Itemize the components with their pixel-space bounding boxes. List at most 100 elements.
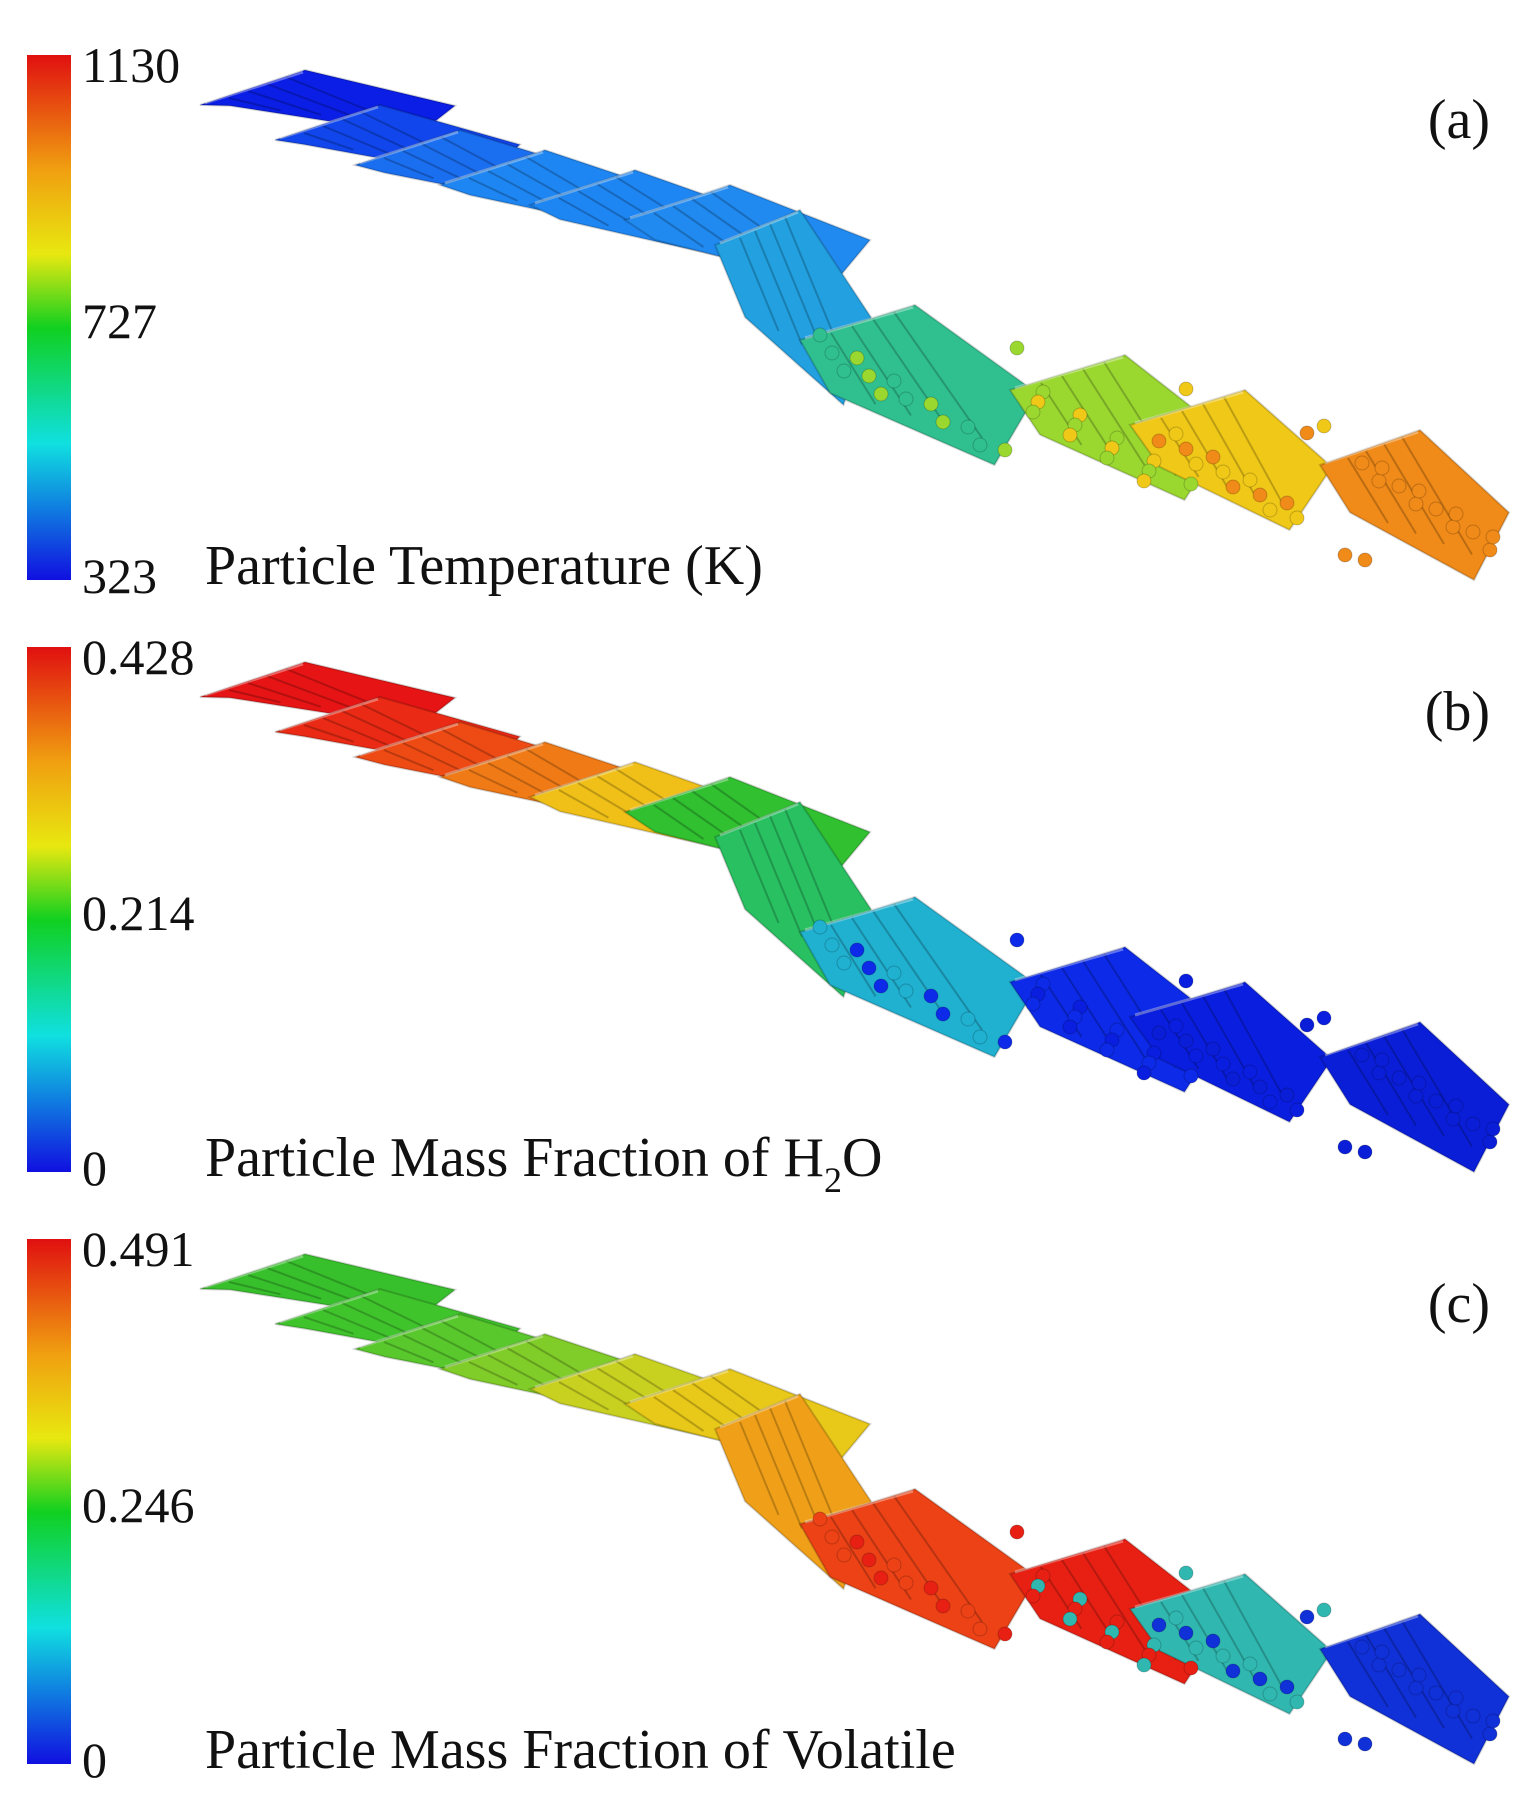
- grate-step-8: [798, 895, 1039, 1059]
- particle: [1411, 1075, 1427, 1091]
- grate-step-highlight: [719, 1394, 799, 1429]
- particle: [972, 1621, 988, 1637]
- particle: [1428, 1685, 1444, 1701]
- particle: [1465, 524, 1481, 540]
- panel-label-b: (b): [1425, 681, 1490, 743]
- particle: [1445, 1703, 1461, 1719]
- particle: [1099, 1634, 1115, 1650]
- grate-bar-ridge: [754, 230, 803, 345]
- particle: [1188, 456, 1204, 472]
- particle: [1242, 472, 1258, 488]
- particle: [1316, 418, 1332, 434]
- grate-bar-ridge: [893, 311, 983, 439]
- particle: [1448, 1098, 1464, 1114]
- grate-step-highlight: [204, 1254, 304, 1289]
- particle: [960, 1603, 976, 1619]
- grate-step-highlight: [629, 1369, 729, 1404]
- grate-bar-ridge: [1347, 457, 1389, 524]
- grate-bar-ridge: [322, 717, 393, 748]
- grate-step-highlight: [1014, 947, 1124, 982]
- grate-bar-ridge: [383, 157, 434, 180]
- particle: [1252, 487, 1268, 503]
- grate-bar-ridge: [1082, 368, 1146, 466]
- particle: [1215, 464, 1231, 480]
- colorbar-c-mid: 0.246: [82, 1477, 195, 1533]
- grate-bar-ridge: [1223, 1580, 1285, 1691]
- particle: [1252, 1079, 1268, 1095]
- particle: [824, 937, 840, 953]
- particle: [935, 1006, 951, 1022]
- particle: [1242, 1064, 1258, 1080]
- grate-bar-ridge: [1061, 967, 1114, 1048]
- grate-step-highlight: [1324, 1614, 1419, 1649]
- particle: [923, 988, 939, 1004]
- particle: [1485, 1713, 1501, 1729]
- particle: [812, 919, 828, 935]
- particle: [1337, 1731, 1353, 1747]
- grate-step-highlight: [629, 185, 729, 220]
- grate-step-highlight: [629, 777, 729, 812]
- particle: [1178, 1033, 1194, 1049]
- grate-step-highlight: [1324, 430, 1419, 465]
- grate-bar-ridge: [1082, 960, 1146, 1058]
- grate-bar-ridge: [893, 1495, 983, 1623]
- particle: [873, 386, 889, 402]
- particle: [849, 942, 865, 958]
- particle: [1242, 1656, 1258, 1672]
- particle: [1151, 433, 1167, 449]
- grate-bar-ridge: [754, 1414, 803, 1529]
- grate-step-highlight: [719, 802, 799, 837]
- particle: [972, 1029, 988, 1045]
- particle: [1448, 506, 1464, 522]
- grate-step-highlight: [719, 210, 799, 245]
- particle: [886, 373, 902, 389]
- grate-step-highlight: [279, 697, 379, 732]
- particle: [1009, 1524, 1025, 1540]
- particle: [1371, 473, 1387, 489]
- particle: [1408, 1088, 1424, 1104]
- grate-bar-ridge: [739, 1421, 780, 1516]
- particle: [972, 437, 988, 453]
- grate-bar-ridge: [228, 1281, 281, 1296]
- grate-bar-ridge: [1401, 1620, 1473, 1740]
- particle: [861, 1552, 877, 1568]
- particle: [1289, 510, 1305, 526]
- particle: [1482, 542, 1498, 558]
- colorbar-a-min: 323: [82, 548, 157, 604]
- particle: [1374, 1644, 1390, 1660]
- colorbar-a-mid: 727: [82, 293, 157, 349]
- particle: [1357, 1144, 1373, 1160]
- particle: [873, 1570, 889, 1586]
- grate-step-highlight: [444, 742, 544, 777]
- particle: [1482, 1726, 1498, 1742]
- particle: [1262, 1094, 1278, 1110]
- grate-bar-ridge: [383, 749, 434, 772]
- particle: [1337, 1139, 1353, 1155]
- grate-step-highlight: [534, 762, 634, 797]
- particle: [1357, 1736, 1373, 1752]
- grate-step-highlight: [359, 1314, 459, 1349]
- panel-label-a: (a): [1428, 89, 1490, 151]
- colorbar-c: [27, 1239, 71, 1764]
- particle: [1279, 1087, 1295, 1103]
- grate-bar-ridge: [558, 197, 609, 227]
- colorbar-b-mid: 0.214: [82, 885, 195, 941]
- particle: [1136, 1657, 1152, 1673]
- grate-bar-ridge: [383, 1341, 434, 1364]
- particle: [898, 1575, 914, 1591]
- grate-bar-ridge: [830, 924, 877, 997]
- particle: [1408, 496, 1424, 512]
- particle: [1136, 473, 1152, 489]
- particle: [1183, 1660, 1199, 1676]
- grate-step-highlight: [1134, 390, 1244, 425]
- grate-bar-ridge: [754, 822, 803, 937]
- grate-bar-ridge: [322, 125, 393, 156]
- particle: [923, 1580, 939, 1596]
- particle: [1374, 1052, 1390, 1068]
- particle: [1225, 1071, 1241, 1087]
- particle: [861, 368, 877, 384]
- panel-title-b: Particle Mass Fraction of H2O: [205, 1127, 882, 1200]
- particle: [1354, 1047, 1370, 1063]
- particle: [886, 1557, 902, 1573]
